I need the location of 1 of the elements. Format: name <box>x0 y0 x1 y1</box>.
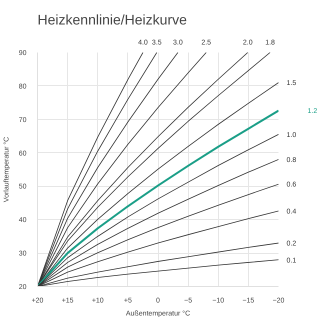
chart-title: Heizkennlinie/Heizkurve <box>38 12 188 28</box>
